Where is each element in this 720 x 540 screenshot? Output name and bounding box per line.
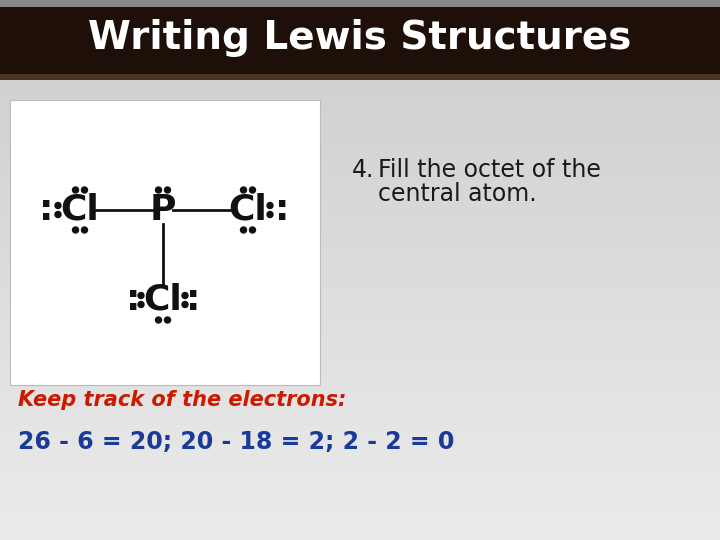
Text: Cl: Cl <box>60 193 99 227</box>
Circle shape <box>250 187 256 193</box>
Bar <box>10 100 320 385</box>
Bar <box>0 74 720 80</box>
Text: Cl: Cl <box>229 193 267 227</box>
Text: central atom.: central atom. <box>378 182 536 206</box>
Text: Writing Lewis Structures: Writing Lewis Structures <box>89 19 631 57</box>
Circle shape <box>81 227 88 233</box>
Circle shape <box>182 301 188 307</box>
Circle shape <box>73 227 78 233</box>
Bar <box>0 0 720 7</box>
Circle shape <box>240 187 246 193</box>
Text: :: : <box>186 283 200 317</box>
Circle shape <box>182 293 188 299</box>
Circle shape <box>164 187 171 193</box>
Circle shape <box>81 187 88 193</box>
Text: Cl: Cl <box>143 283 182 317</box>
Text: 4.: 4. <box>352 158 374 182</box>
Circle shape <box>55 202 61 208</box>
Text: Fill the octet of the: Fill the octet of the <box>378 158 601 182</box>
Circle shape <box>250 227 256 233</box>
Circle shape <box>267 202 273 208</box>
Bar <box>0 0 720 75</box>
Circle shape <box>138 301 144 307</box>
Circle shape <box>240 227 246 233</box>
Text: :: : <box>275 193 289 227</box>
Text: :: : <box>39 193 53 227</box>
Circle shape <box>156 187 161 193</box>
Text: 26 - 6 = 20; 20 - 18 = 2; 2 - 2 = 0: 26 - 6 = 20; 20 - 18 = 2; 2 - 2 = 0 <box>18 430 454 454</box>
Circle shape <box>55 212 61 218</box>
Text: :: : <box>126 283 140 317</box>
Text: Keep track of the electrons:: Keep track of the electrons: <box>18 390 346 410</box>
Circle shape <box>138 293 144 299</box>
Text: P: P <box>150 193 176 227</box>
Circle shape <box>267 212 273 218</box>
Circle shape <box>164 317 171 323</box>
Circle shape <box>73 187 78 193</box>
Circle shape <box>156 317 161 323</box>
